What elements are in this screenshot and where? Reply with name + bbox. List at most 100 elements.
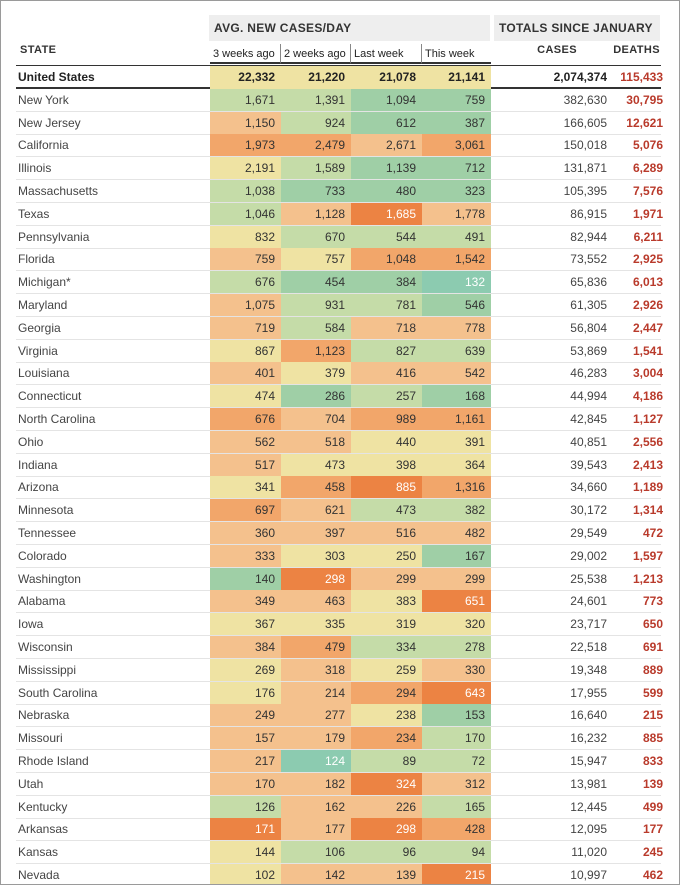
avg-cases-cell: 384 xyxy=(210,636,281,659)
total-cases-cell: 23,717 xyxy=(570,617,607,631)
avg-cases-cell: 584 xyxy=(281,317,351,340)
state-name: North Carolina xyxy=(18,412,96,426)
total-cases-cell: 61,305 xyxy=(570,298,607,312)
state-name: New Jersey xyxy=(18,116,81,130)
row-divider xyxy=(16,567,661,568)
avg-cases-cell: 398 xyxy=(351,454,422,477)
avg-cases-cell: 277 xyxy=(281,704,351,727)
avg-cases-cell: 269 xyxy=(210,659,281,682)
avg-cases-cell: 1,778 xyxy=(422,203,491,226)
row-divider xyxy=(16,772,661,773)
totals-group-label: TOTALS SINCE JANUARY xyxy=(499,21,653,35)
avg-cases-cell: 1,589 xyxy=(281,157,351,180)
total-cases-cell: 2,074,374 xyxy=(553,70,607,84)
total-deaths-cell: 1,189 xyxy=(632,480,663,494)
state-name: Kentucky xyxy=(18,800,68,814)
table-row: Connecticut 474 286 257 168 44,994 4,186 xyxy=(1,385,679,408)
table-row: Utah 170 182 324 312 13,981 139 xyxy=(1,773,679,796)
avg-cases-cell: 401 xyxy=(210,362,281,385)
total-cases-cell: 30,172 xyxy=(570,503,607,517)
avg-cases-cell: 482 xyxy=(422,522,491,545)
avg-cases-cell: 323 xyxy=(422,180,491,203)
avg-cases-cell: 712 xyxy=(422,157,491,180)
total-cases-cell: 105,395 xyxy=(563,184,607,198)
avg-cases-cell: 1,038 xyxy=(210,180,281,203)
avg-cases-cell: 757 xyxy=(281,248,351,271)
avg-cases-cell: 72 xyxy=(422,750,491,773)
avg-cases-cell: 1,161 xyxy=(422,408,491,431)
total-deaths-cell: 499 xyxy=(642,800,663,814)
state-name: Massachusetts xyxy=(18,184,99,198)
avg-cases-cell: 319 xyxy=(351,613,422,636)
table-row: Maryland 1,075 931 781 546 61,305 2,926 xyxy=(1,294,679,317)
total-deaths-cell: 177 xyxy=(642,822,663,836)
avg-cases-cell: 428 xyxy=(422,818,491,841)
total-deaths-cell: 115,433 xyxy=(620,70,663,84)
avg-cases-cell: 827 xyxy=(351,340,422,363)
total-cases-cell: 42,845 xyxy=(570,412,607,426)
state-name: Connecticut xyxy=(18,389,82,403)
total-deaths-cell: 472 xyxy=(642,526,663,540)
total-deaths-cell: 885 xyxy=(642,731,663,745)
avg-cases-cell: 294 xyxy=(351,682,422,705)
avg-cases-cell: 1,973 xyxy=(210,134,281,157)
avg-cases-cell: 170 xyxy=(422,727,491,750)
table-row: Florida 759 757 1,048 1,542 73,552 2,925 xyxy=(1,248,679,271)
avg-cases-group-header: AVG. NEW CASES/DAY xyxy=(209,15,490,41)
avg-cases-cell: 21,141 xyxy=(422,66,491,89)
avg-cases-cell: 1,048 xyxy=(351,248,422,271)
table-row: Pennsylvania 832 670 544 491 82,944 6,211 xyxy=(1,226,679,249)
avg-cases-cell: 1,542 xyxy=(422,248,491,271)
state-name: Wisconsin xyxy=(18,640,73,654)
avg-cases-cell: 330 xyxy=(422,659,491,682)
state-name: South Carolina xyxy=(18,686,98,700)
avg-cases-cell: 416 xyxy=(351,362,422,385)
avg-cases-cell: 621 xyxy=(281,499,351,522)
total-deaths-cell: 2,925 xyxy=(632,252,663,266)
avg-cases-cell: 124 xyxy=(281,750,351,773)
avg-cases-cell: 517 xyxy=(210,454,281,477)
total-cases-cell: 29,002 xyxy=(570,549,607,563)
avg-cases-cell: 168 xyxy=(422,385,491,408)
avg-cases-cell: 643 xyxy=(422,682,491,705)
state-name: Rhode Island xyxy=(18,754,89,768)
row-divider xyxy=(16,430,661,431)
row-divider xyxy=(16,384,661,385)
avg-cases-cell: 676 xyxy=(210,408,281,431)
avg-cases-cell: 139 xyxy=(351,864,422,884)
avg-cases-cell: 298 xyxy=(351,818,422,841)
total-cases-cell: 46,283 xyxy=(570,366,607,380)
row-divider xyxy=(16,111,661,112)
total-deaths-cell: 1,971 xyxy=(632,207,663,221)
avg-cases-cell: 364 xyxy=(422,454,491,477)
avg-cases-cell: 21,220 xyxy=(281,66,351,89)
avg-cases-group-label: AVG. NEW CASES/DAY xyxy=(214,21,352,35)
total-deaths-cell: 6,013 xyxy=(632,275,663,289)
period-header-this-week: This week xyxy=(422,44,491,64)
avg-cases-cell: 215 xyxy=(422,864,491,884)
total-cases-cell: 65,836 xyxy=(570,275,607,289)
total-cases-cell: 22,518 xyxy=(570,640,607,654)
avg-cases-cell: 22,332 xyxy=(210,66,281,89)
avg-cases-cell: 182 xyxy=(281,773,351,796)
avg-cases-cell: 1,139 xyxy=(351,157,422,180)
avg-cases-cell: 924 xyxy=(281,112,351,135)
avg-cases-cell: 546 xyxy=(422,294,491,317)
state-name: New York xyxy=(18,93,69,107)
total-deaths-cell: 650 xyxy=(642,617,663,631)
total-deaths-cell: 1,127 xyxy=(632,412,663,426)
total-deaths-cell: 773 xyxy=(642,594,663,608)
avg-cases-cell: 214 xyxy=(281,682,351,705)
total-deaths-cell: 3,004 xyxy=(632,366,663,380)
avg-cases-cell: 391 xyxy=(422,431,491,454)
avg-cases-cell: 479 xyxy=(281,636,351,659)
row-divider xyxy=(16,202,661,203)
total-deaths-cell: 599 xyxy=(642,686,663,700)
table-row: South Carolina 176 214 294 643 17,955 599 xyxy=(1,682,679,705)
avg-cases-cell: 1,094 xyxy=(351,89,422,112)
avg-cases-cell: 639 xyxy=(422,340,491,363)
avg-cases-cell: 542 xyxy=(422,362,491,385)
avg-cases-cell: 562 xyxy=(210,431,281,454)
total-cases-cell: 10,997 xyxy=(570,868,607,882)
row-divider xyxy=(16,749,661,750)
